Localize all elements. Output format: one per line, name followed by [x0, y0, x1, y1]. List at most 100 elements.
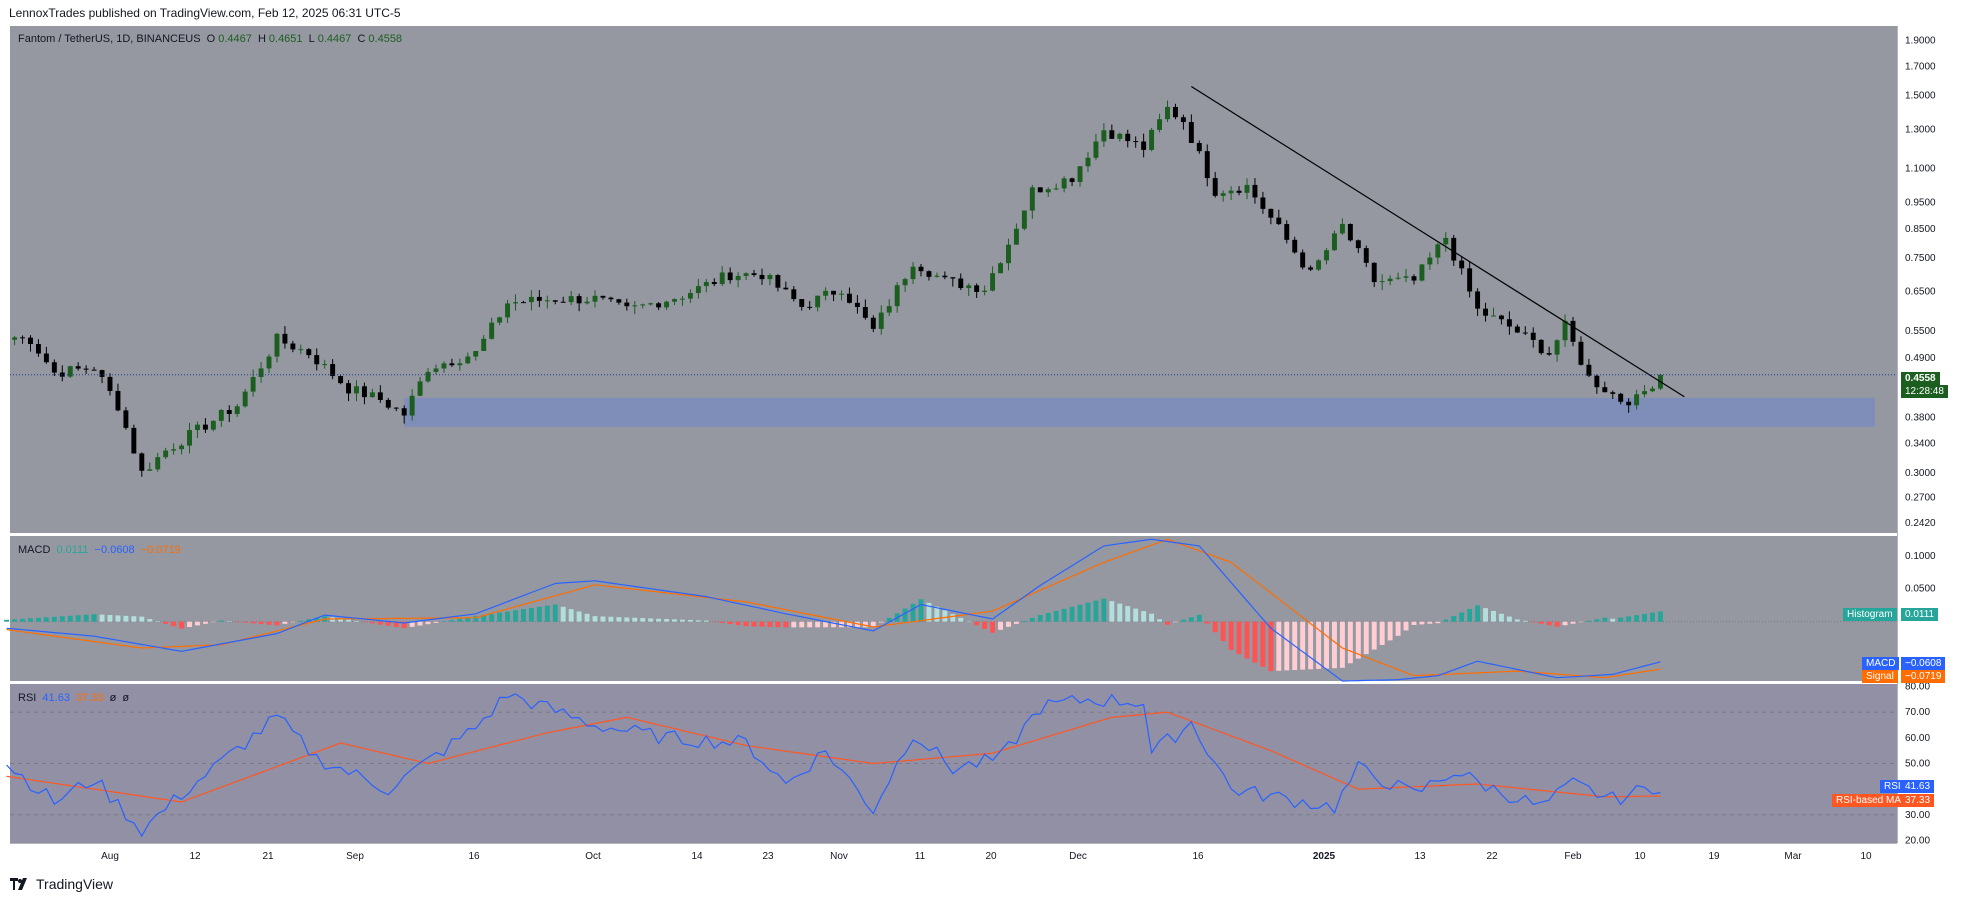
candle-body [560, 301, 566, 303]
macd-histogram-bar [250, 621, 256, 624]
macd-histogram-bar [1196, 614, 1202, 622]
macd-histogram-bar [918, 599, 924, 622]
macd-histogram-bar [473, 616, 479, 622]
candle-body [735, 275, 741, 281]
candle-body [942, 275, 948, 278]
chart-canvas[interactable]: 1.9000 1.7000 1.5000 1.3000 1.1000 0.9500 0.85… [0, 0, 1964, 870]
candle-body [1506, 319, 1512, 327]
macd-histogram-bar [4, 619, 10, 622]
candle-body [568, 296, 574, 303]
macd-histogram-bar [441, 621, 447, 622]
macd-histogram-bar [1236, 621, 1242, 655]
macd-histogram-bar [807, 621, 813, 628]
candle-body [1220, 193, 1226, 196]
candle-body [250, 377, 256, 392]
macd-histogram-bar [1530, 621, 1536, 623]
candle-body [1347, 223, 1353, 241]
candle-body [298, 349, 304, 351]
macd-histogram-bar [966, 621, 972, 623]
macd-histogram-bar [1371, 621, 1377, 650]
candle-body [791, 289, 797, 300]
macd-histogram-bar [958, 617, 964, 622]
macd-histogram-bar [759, 621, 765, 627]
macd-histogram-bar [910, 603, 916, 622]
candle-body [234, 406, 240, 414]
candle-body [823, 290, 829, 296]
candle-body [608, 297, 614, 300]
macd-histogram-bar [751, 621, 757, 627]
last-price-tag: 0.4558 [1901, 372, 1940, 385]
macd-histogram-bar [234, 621, 240, 623]
macd-histogram-bar [942, 610, 948, 622]
macd-histogram-bar [75, 615, 81, 622]
rsi-ma-label-tag: RSI-based MA [1832, 794, 1906, 807]
candle-body [759, 274, 765, 280]
candle-body [1586, 364, 1592, 376]
candle-body [1236, 190, 1242, 193]
macd-tick-label: 0.1000 [1905, 551, 1936, 562]
candle-body [1642, 391, 1648, 395]
macd-histogram-bar [1332, 621, 1337, 669]
candle-body [1085, 157, 1091, 167]
candle-body [1109, 130, 1115, 139]
macd-histogram-bar [1355, 621, 1361, 659]
candle-body [727, 272, 733, 281]
candle-body [107, 376, 113, 391]
macd-histogram-bar [115, 615, 121, 622]
price-tick-label: 0.2420 [1905, 518, 1936, 529]
rsi-legend-extra1: ø [109, 692, 117, 704]
candle-body [1475, 291, 1481, 309]
candle-body [1554, 340, 1560, 355]
candle-body [1626, 401, 1632, 406]
candle-body [385, 399, 391, 408]
macd-histogram-bar [886, 617, 892, 622]
macd-histogram-bar [1085, 602, 1091, 622]
macd-histogram-bar [743, 621, 749, 627]
macd-histogram-bar [1411, 621, 1417, 626]
macd-legend-macd: −0.0608 [94, 544, 135, 556]
macd-histogram-bar [377, 621, 383, 625]
candle-body [28, 337, 33, 345]
macd-value-tag: −0.0608 [1901, 657, 1946, 670]
macd-histogram-bar [640, 618, 646, 622]
macd-histogram-bar [171, 621, 177, 627]
candle-body [1395, 277, 1401, 279]
candle-body [497, 317, 503, 323]
candle-body [218, 409, 224, 421]
candle-body [584, 301, 590, 304]
countdown-tag: 12:28:48 [1901, 385, 1948, 398]
candle-body [1610, 392, 1616, 394]
candle-body [131, 427, 137, 454]
candle-body [290, 343, 296, 350]
candle-body [616, 299, 622, 303]
candle-body [194, 424, 200, 431]
candle-body [886, 306, 892, 313]
candle-body [1562, 320, 1568, 341]
macd-histogram-bar [1053, 610, 1059, 622]
macd-histogram-bar [385, 621, 391, 626]
publish-header: LennoxTrades published on TradingView.co… [9, 6, 401, 20]
footer-brand[interactable]: TradingView [10, 876, 113, 892]
macd-histogram-bar [1220, 621, 1226, 642]
macd-histogram-bar [1013, 621, 1019, 624]
candle-body [1427, 257, 1433, 265]
candle-body [1061, 178, 1067, 189]
rsi-tick-label: 50.00 [1905, 759, 1930, 770]
time-tick-label: Aug [101, 851, 119, 862]
macd-histogram-bar [687, 619, 693, 622]
candle-body [1212, 178, 1218, 196]
trendline [1191, 86, 1685, 398]
macd-histogram-bar [1300, 621, 1306, 670]
macd-histogram-bar [1260, 621, 1266, 667]
candle-body [775, 275, 781, 288]
price-tick-label: 0.8500 [1905, 224, 1936, 235]
candle-body [624, 302, 630, 307]
candle-body [1125, 133, 1131, 142]
low-value: 0.4467 [317, 33, 352, 45]
candle-body [67, 366, 73, 377]
macd-histogram-bar [982, 621, 988, 630]
candle-body [441, 363, 447, 369]
macd-histogram-bar [1149, 613, 1155, 622]
candle-body [171, 449, 177, 451]
candle-body [1650, 388, 1655, 392]
